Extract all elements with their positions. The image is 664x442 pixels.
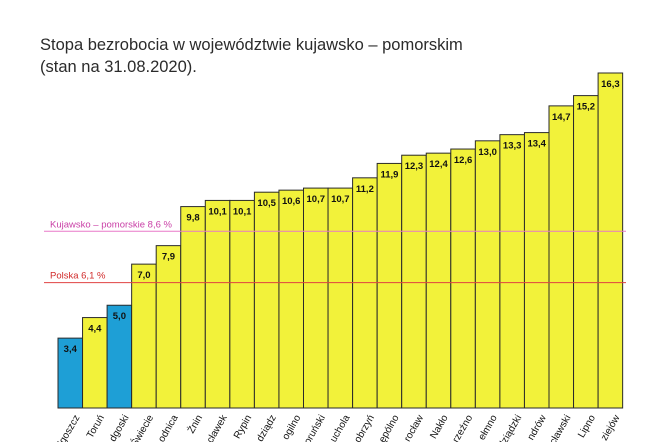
bar-value-label: 4,4	[88, 324, 102, 335]
category-label: dgoszcz	[55, 413, 83, 442]
category-label: Nakło	[428, 413, 451, 441]
voivodeship-average-label: Kujawsko – pomorskie 8,6 %	[50, 219, 173, 230]
bar-value-label: 5,0	[113, 311, 126, 322]
value-labels-layer: 3,4 4,4 5,0 7,0 7,9 9,8 10,1 10,1 10,5 10,6 10,7 10…	[64, 79, 620, 355]
bar-value-label: 11,2	[356, 184, 374, 195]
bar-value-label: 10,1	[233, 206, 252, 217]
national-average-label: Polska 6,1 %	[50, 271, 106, 282]
bar	[401, 154, 427, 409]
bar-value-label: 7,0	[137, 270, 150, 281]
bar	[180, 206, 206, 409]
category-label: Toruń	[85, 413, 107, 440]
bar	[597, 72, 624, 409]
bar-value-label: 9,8	[186, 213, 199, 224]
bar-value-label: 10,6	[282, 196, 301, 207]
bar	[450, 148, 476, 409]
bar	[573, 95, 599, 409]
bar-value-label: 12,4	[429, 159, 448, 170]
bar-value-label: 3,4	[64, 344, 78, 355]
category-label: obrzyń	[352, 413, 377, 442]
bar	[327, 187, 354, 409]
bar-value-label: 14,7	[552, 112, 571, 123]
bar	[131, 263, 157, 409]
bar-value-label: 13,0	[478, 147, 497, 158]
bar-value-label: 12,6	[454, 155, 473, 166]
reference-lines-layer: Kujawsko – pomorskie 8,6 % Polska 6,1 %	[44, 219, 626, 284]
category-label: rocław	[402, 413, 426, 442]
bar-value-label: 15,2	[577, 102, 596, 113]
bar-value-label: 10,7	[307, 194, 326, 205]
bar-value-label: 13,4	[527, 139, 546, 150]
bars-layer	[57, 72, 624, 409]
bar	[303, 187, 329, 409]
bar-value-label: 16,3	[601, 79, 620, 90]
category-label: oruński	[302, 413, 328, 442]
bar	[376, 162, 403, 409]
category-label: cławek	[205, 412, 230, 442]
bar	[523, 132, 550, 409]
category-label: Żnin	[184, 412, 205, 435]
bar	[548, 105, 575, 409]
bar-value-label: 7,9	[162, 252, 175, 263]
category-label: Rypin	[232, 413, 254, 441]
category-label: Lipno	[576, 413, 598, 440]
bar-value-label: 10,5	[257, 198, 276, 209]
category-label: odnica	[156, 413, 180, 442]
category-label: dgoski	[108, 413, 132, 442]
bar-value-label: 12,3	[405, 161, 424, 172]
bar-value-label: 10,1	[208, 206, 227, 217]
category-label: cławski	[548, 413, 574, 442]
bar	[499, 134, 525, 409]
category-label: ziejów	[599, 413, 623, 442]
bar	[352, 177, 378, 409]
bar-value-label: 11,9	[380, 169, 398, 180]
category-label: ndrów	[526, 413, 550, 442]
category-label: dziądzki	[497, 413, 525, 442]
category-label: ępólno	[377, 413, 402, 442]
category-label: rzeźno	[451, 413, 476, 442]
bar-value-label: 10,7	[331, 194, 350, 205]
bar	[155, 245, 182, 409]
bar	[425, 152, 452, 409]
category-label: uchola	[328, 413, 352, 442]
chart-title: Stopa bezrobocia w województwie kujawsko…	[40, 36, 463, 76]
bar-value-label: 13,3	[503, 141, 522, 152]
category-label: ogilno	[280, 413, 303, 442]
bar	[474, 140, 501, 409]
bar	[278, 189, 305, 409]
category-label: ełmno	[477, 413, 500, 442]
category-label: dziądz	[255, 413, 279, 442]
bar	[253, 191, 280, 409]
category-label: Świecie	[128, 412, 157, 442]
